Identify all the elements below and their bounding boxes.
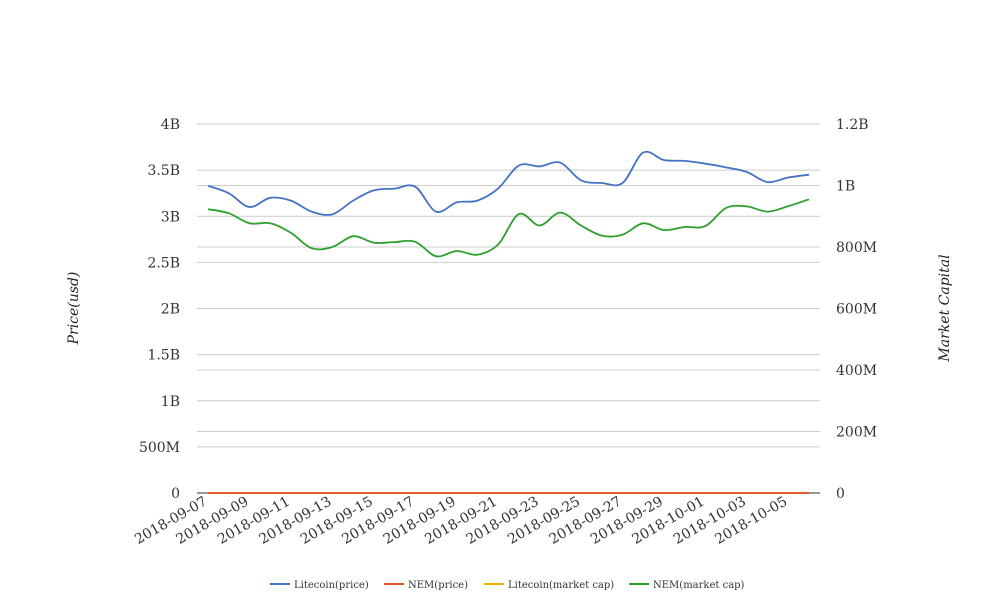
y2-tick-label: 400M bbox=[836, 363, 877, 379]
y-tick-label: 2.5B bbox=[147, 255, 180, 271]
y-tick-label: 2B bbox=[161, 302, 180, 318]
y-tick-label: 3B bbox=[161, 209, 180, 225]
y2-tick-label: 800M bbox=[836, 240, 877, 256]
legend-label-litecoin-price: Litecoin(price) bbox=[294, 580, 369, 591]
y-tick-label: 1.5B bbox=[147, 348, 180, 364]
y-tick-label: 1B bbox=[161, 394, 180, 410]
legend-label-nem-market-cap: NEM(market cap) bbox=[653, 580, 745, 591]
y2-axis-title: Market Capital bbox=[937, 254, 953, 362]
x-axis: 2018-09-072018-09-092018-09-112018-09-13… bbox=[132, 494, 790, 548]
legend-label-litecoin-market-cap: Litecoin(market cap) bbox=[508, 580, 614, 591]
y-axis-title: Price(usd) bbox=[66, 272, 82, 346]
series-line-litecoin-price bbox=[207, 150, 810, 216]
y2-tick-label: 200M bbox=[836, 425, 877, 441]
y2-tick-label: 1.2B bbox=[836, 117, 869, 133]
y2-tick-label: 1B bbox=[836, 179, 855, 195]
y-tick-label: 500M bbox=[139, 440, 180, 456]
y-tick-label: 3.5B bbox=[147, 163, 180, 179]
legend-label-nem-price: NEM(price) bbox=[408, 580, 468, 591]
y-tick-label: 4B bbox=[161, 117, 180, 133]
series-lines bbox=[207, 150, 810, 494]
y2-tick-label: 600M bbox=[836, 302, 877, 318]
grid-lines bbox=[197, 123, 820, 494]
legend: Litecoin(price) NEM(price) Litecoin(market… bbox=[270, 580, 745, 591]
y-axis-right: 0 200M 400M 600M 800M 1B 1.2B bbox=[836, 117, 877, 502]
y-tick-label: 0 bbox=[171, 486, 180, 502]
y2-tick-label: 0 bbox=[836, 486, 845, 502]
y-axis-left: 0 500M 1B 1.5B 2B 2.5B 3B 3.5B 4B bbox=[139, 117, 180, 502]
series-line-nem-market-cap bbox=[207, 198, 810, 258]
